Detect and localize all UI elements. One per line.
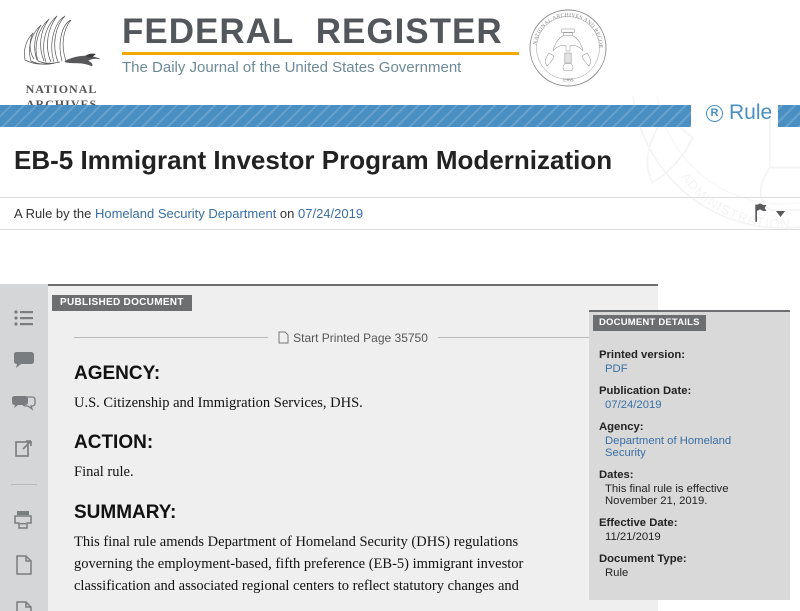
svg-text:1985: 1985 <box>563 78 574 84</box>
